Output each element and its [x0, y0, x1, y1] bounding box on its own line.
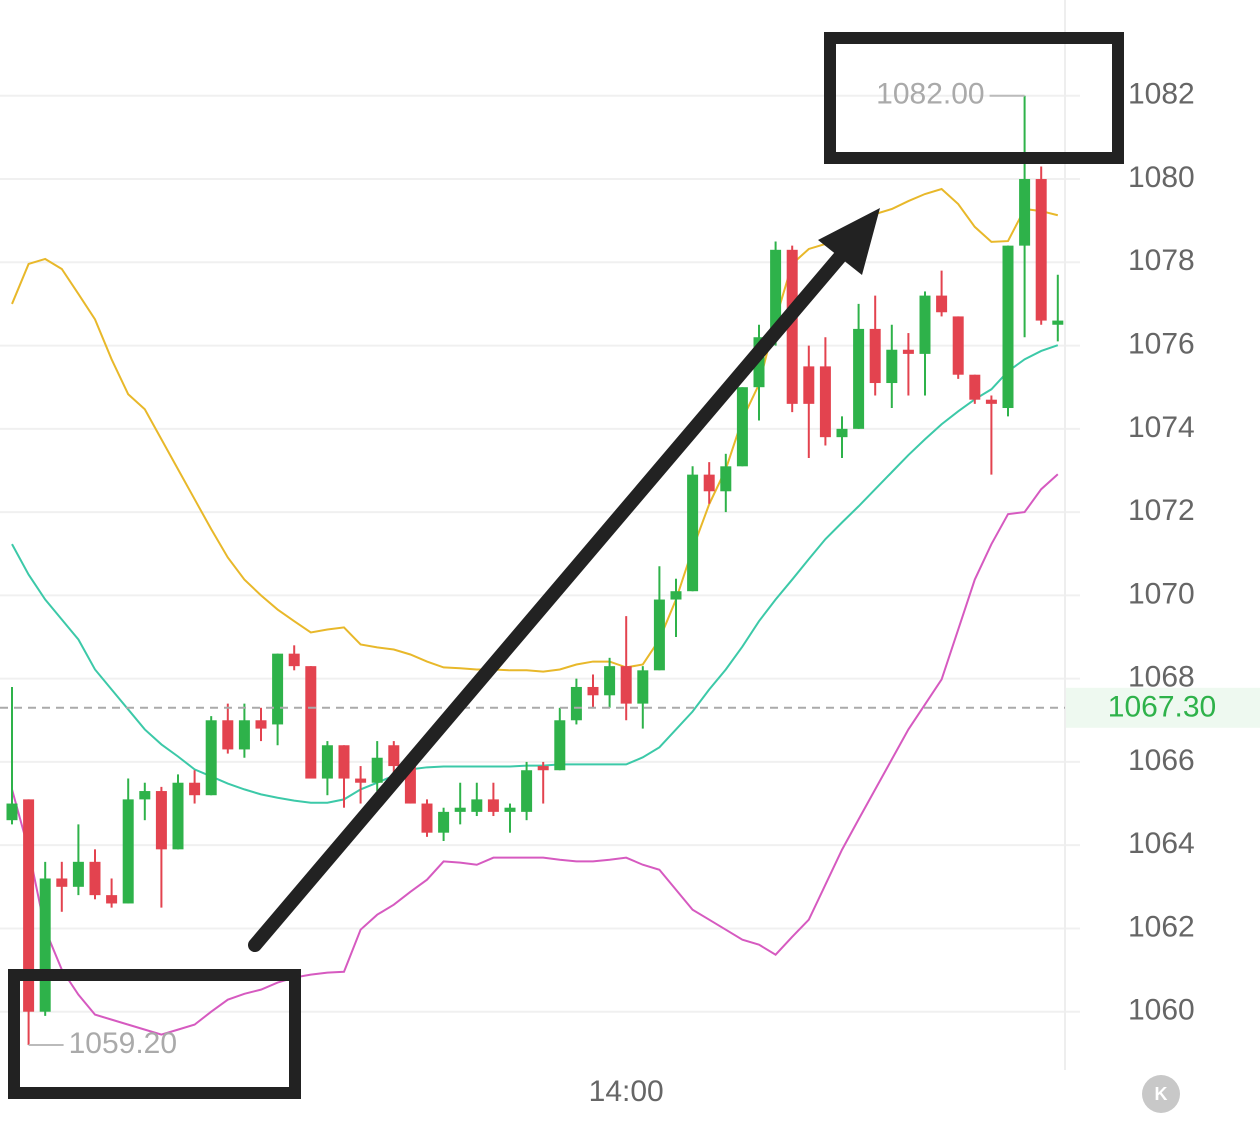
candle-body	[388, 745, 400, 767]
candle-body	[1035, 179, 1047, 321]
candle-body	[238, 720, 250, 750]
candle-body	[106, 895, 118, 904]
y-tick-label: 1074	[1128, 411, 1195, 444]
candle-body	[1052, 320, 1064, 325]
highlight-box	[824, 32, 1124, 164]
candle-body	[703, 474, 715, 492]
band-line	[11, 473, 1059, 1036]
candle-body	[288, 653, 300, 667]
candle-body	[869, 328, 881, 384]
candle-body	[255, 720, 267, 729]
candle-body	[321, 745, 333, 779]
candle-body	[902, 349, 914, 354]
candle-body	[969, 374, 981, 400]
y-tick-label: 1072	[1128, 494, 1195, 527]
x-tick-label: 14:00	[589, 1075, 664, 1108]
candle-body	[521, 770, 533, 812]
k-icon: K	[1155, 1084, 1168, 1104]
candle-body	[272, 653, 284, 725]
candle-body	[155, 791, 167, 850]
candle-body	[454, 807, 466, 812]
candle-body	[1019, 179, 1031, 246]
candle-body	[6, 803, 18, 821]
candle-body	[222, 720, 234, 750]
candle-body	[39, 878, 51, 1012]
y-tick-label: 1062	[1128, 910, 1195, 943]
y-tick-label: 1082	[1128, 78, 1195, 111]
candle-body	[72, 861, 84, 887]
candle-body	[305, 666, 317, 779]
y-tick-label: 1060	[1128, 994, 1195, 1027]
candle-body	[421, 803, 433, 833]
candle-body	[653, 599, 665, 671]
candle-body	[172, 782, 184, 850]
candle-body	[836, 428, 848, 438]
candle-body	[736, 387, 748, 467]
candle-body	[504, 807, 516, 812]
candle-body	[770, 249, 782, 338]
candle-body	[570, 686, 582, 721]
candle-body	[338, 745, 350, 779]
last-price-box	[1066, 687, 1260, 728]
candle-body	[620, 666, 632, 704]
candle-body	[919, 295, 931, 354]
candle-body	[471, 799, 483, 812]
y-tick-label: 1066	[1128, 744, 1195, 777]
candle-body	[56, 878, 68, 887]
band-line	[11, 344, 1059, 804]
candle-body	[438, 811, 450, 833]
candle-body	[189, 782, 201, 796]
candle-body	[670, 591, 682, 600]
candle-body	[89, 861, 101, 896]
y-tick-label: 1078	[1128, 244, 1195, 277]
candle-body	[604, 666, 616, 696]
candle-body	[537, 766, 549, 771]
candle-body	[853, 328, 865, 429]
candle-body	[985, 399, 997, 404]
candle-body	[819, 366, 831, 438]
arrow-head	[818, 208, 880, 275]
marks	[6, 95, 1064, 1046]
candle-body	[23, 799, 35, 1012]
candle-body	[687, 474, 699, 592]
candle-body	[139, 791, 151, 800]
y-tick-label: 1064	[1128, 827, 1195, 860]
candle-body	[487, 799, 499, 812]
band-line	[11, 187, 1059, 673]
trend-arrow	[248, 238, 857, 952]
candle-body	[952, 316, 964, 375]
candle-body	[886, 349, 898, 384]
highlight-box	[8, 969, 301, 1099]
last-price-label: 1067.30	[1108, 691, 1216, 724]
candle-body	[1002, 245, 1014, 409]
overlay	[8, 32, 1124, 1099]
y-tick-label: 1076	[1128, 327, 1195, 360]
annotation-label: 1059.20	[69, 1027, 177, 1060]
candle-body	[786, 249, 798, 404]
candle-body	[587, 686, 599, 696]
y-tick-label: 1070	[1128, 577, 1195, 610]
candle-body	[205, 720, 217, 796]
candle-body	[122, 799, 134, 904]
candle-body	[803, 366, 815, 404]
candle-body	[355, 778, 367, 783]
annotation-label: 1082.00	[876, 78, 984, 111]
y-tick-label: 1080	[1128, 161, 1195, 194]
candle-body	[936, 295, 948, 313]
candle-body	[637, 670, 649, 704]
candle-body	[404, 761, 416, 804]
candle-body	[720, 466, 732, 492]
candle-body	[554, 720, 566, 771]
candle-body	[371, 757, 383, 783]
k-button[interactable]	[1142, 1075, 1180, 1113]
